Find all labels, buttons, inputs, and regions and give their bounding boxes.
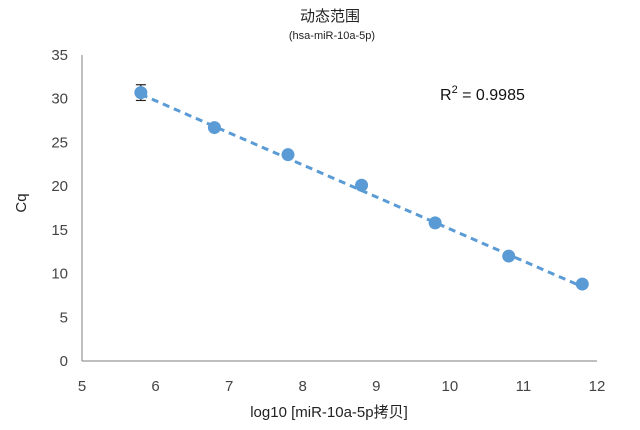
y-tick-label: 10 — [51, 266, 68, 283]
data-points — [134, 84, 589, 291]
x-axis-title: log10 [miR-10a-5p拷贝] — [250, 404, 408, 421]
y-tick-label: 5 — [60, 309, 68, 326]
axes — [81, 55, 597, 362]
y-tick-label: 35 — [51, 47, 68, 64]
y-tick-labels: 0 5 10 15 20 25 30 35 — [51, 47, 68, 370]
data-point — [355, 178, 369, 192]
x-tick-label: 7 — [225, 378, 233, 395]
r-squared-annotation: R2 = 0.9985 — [440, 84, 525, 104]
x-tick-labels: 5 6 7 8 9 10 11 12 — [78, 378, 606, 395]
y-tick-label: 15 — [51, 222, 68, 239]
data-point — [134, 86, 148, 100]
x-tick-label: 12 — [589, 378, 606, 395]
data-point — [281, 148, 295, 162]
chart-title: 动态范围 — [300, 8, 360, 25]
data-point — [502, 249, 516, 263]
data-point — [207, 121, 221, 135]
data-point — [428, 216, 442, 230]
y-tick-label: 30 — [51, 91, 68, 108]
x-tick-label: 6 — [151, 378, 159, 395]
data-point — [575, 277, 589, 291]
y-tick-label: 20 — [51, 178, 68, 195]
x-tick-label: 11 — [516, 378, 532, 395]
r-squared-value: = 0.9985 — [458, 87, 525, 104]
y-tick-label: 25 — [51, 134, 68, 151]
x-tick-label: 5 — [78, 378, 86, 395]
x-tick-label: 10 — [442, 378, 459, 395]
r-squared-label: R — [440, 87, 452, 104]
chart-subtitle: (hsa-miR-10a-5p) — [289, 30, 375, 42]
y-axis-title: Cq — [13, 193, 30, 212]
r-squared-exponent: 2 — [452, 84, 458, 96]
x-tick-label: 8 — [299, 378, 307, 395]
x-tick-label: 9 — [372, 378, 380, 395]
y-tick-label: 0 — [60, 353, 68, 370]
